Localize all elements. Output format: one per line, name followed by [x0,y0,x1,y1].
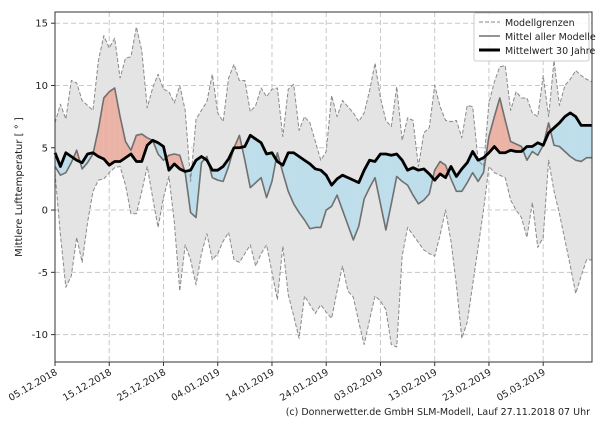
legend-label-climate: Mittelwert 30 Jahre [505,46,595,57]
y-tick-label: -10 [32,330,48,341]
legend-label-mean: Mittel aller Modelle [505,32,596,43]
cold-anomaly-fill [565,113,570,157]
x-tick-label: 24.01.2019 [278,367,331,404]
copyright-footer: (c) Donnerwetter.de GmbH SLM-Modell, Lau… [286,407,590,418]
cold-anomaly-fill [310,164,315,229]
cold-anomaly-fill [294,153,299,213]
x-tick-label: 25.12.2018 [115,367,168,404]
x-tick-label: 05.12.2018 [7,367,60,404]
cold-anomaly-fill [256,139,261,183]
cold-anomaly-fill [581,125,586,161]
y-axis: -10 -5 0 5 10 15 [32,19,55,341]
y-tick-label: 5 [42,143,48,154]
x-tick-label: 15.12.2018 [61,367,114,404]
cold-anomaly-fill [299,156,304,220]
cold-anomaly-fill [250,135,255,187]
legend: Modellgrenzen Mittel aller Modelle Mitte… [474,13,596,61]
warm-anomaly-fill [109,88,114,165]
y-tick-label: 15 [35,19,48,30]
cold-anomaly-fill [315,169,320,228]
cold-anomaly-fill [418,169,423,204]
cold-anomaly-fill [587,125,592,157]
cold-anomaly-fill [570,113,575,160]
y-tick-label: 0 [42,206,48,217]
x-tick-label: 03.02.2019 [332,367,385,404]
x-tick-label: 13.02.2019 [387,367,440,404]
x-tick-label: 23.02.2019 [441,367,494,404]
cold-anomaly-fill [305,160,310,229]
y-tick-label: 10 [35,81,48,92]
warm-anomaly-fill [136,134,141,161]
x-tick-label: 04.01.2019 [170,367,223,404]
y-axis-label: Mittlere Lufttemperatur [ ° ] [14,117,25,257]
x-tick-label: 14.01.2019 [224,367,277,404]
warm-anomaly-fill [104,92,109,165]
x-tick-label: 05.03.2019 [495,367,548,404]
legend-label-bounds: Modellgrenzen [505,18,575,29]
y-tick-label: -5 [38,268,48,279]
